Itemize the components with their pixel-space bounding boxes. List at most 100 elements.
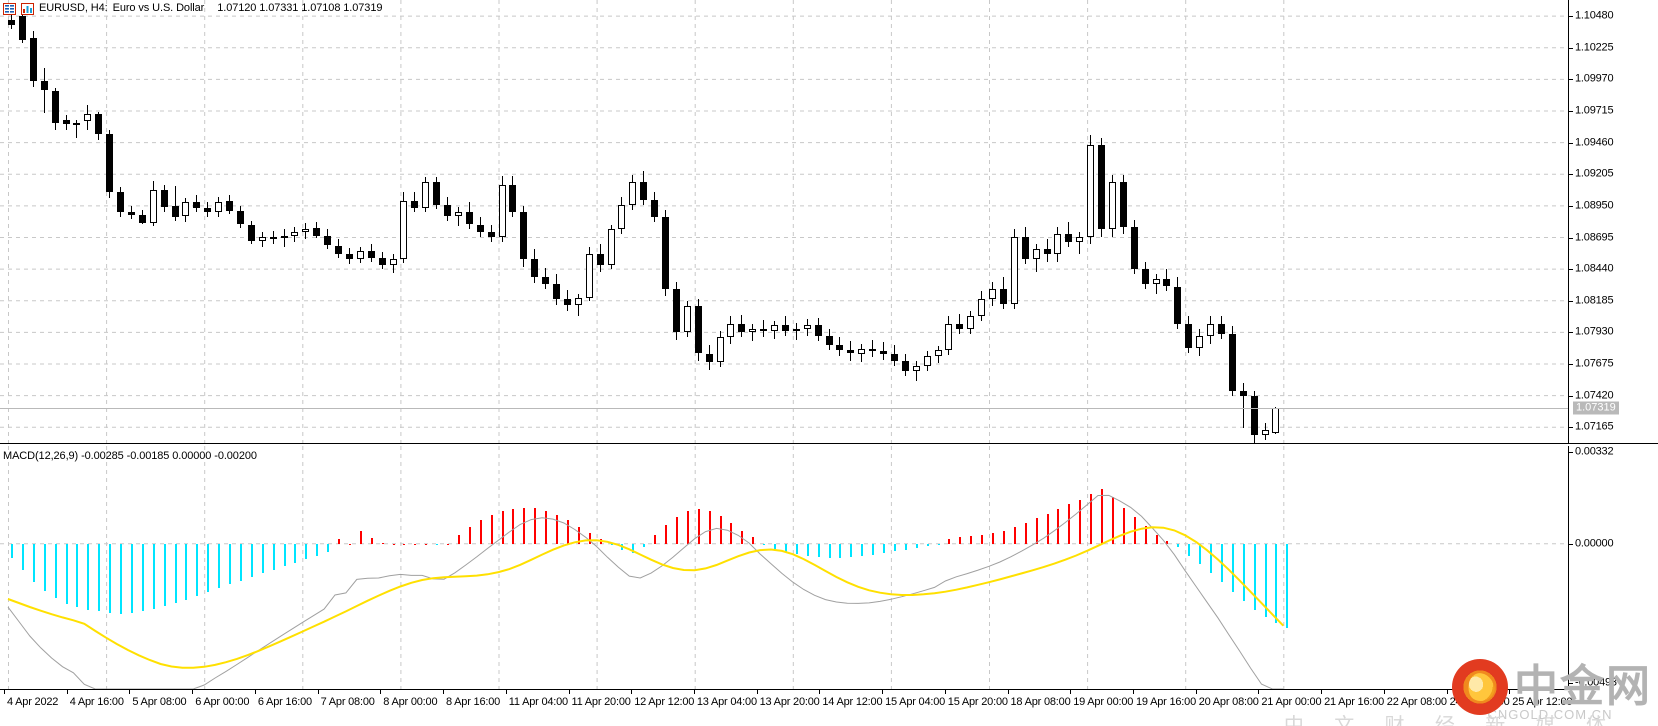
candle-wick [174,186,176,221]
candle-body [705,353,713,363]
price-tick [1568,174,1573,176]
macd-histogram-bar [457,535,460,544]
candle-body [389,259,397,266]
candle-body [117,192,124,212]
macd-histogram-bar [992,533,994,544]
price-tick [1568,427,1573,429]
macd-histogram-bar [872,543,875,555]
macd-histogram-bar [447,543,449,545]
macd-histogram-bar [468,526,471,544]
macd-histogram-bar [174,543,177,603]
macd-plot-area[interactable] [0,446,1568,689]
time-tick-label: 8 Apr 00:00 [383,696,438,708]
candle-wick [872,339,874,358]
macd-histogram-bar [1111,496,1114,544]
price-tick-label: 1.09460 [1575,136,1614,149]
price-tick-label: 1.07420 [1575,389,1614,402]
price-axis[interactable]: 1.10480 1.10225 1.09970 1.09715 1.09460 1.092… [1568,0,1658,443]
time-axis[interactable]: 4 Apr 2022 4 Apr 16:00 5 Apr 08:00 6 Apr 00… [0,689,1658,726]
candle-body [531,259,539,277]
price-tick [1568,395,1573,397]
macd-histogram-bar [152,543,155,609]
macd-histogram-bar [1286,543,1289,628]
macd-histogram-bar [436,543,439,546]
time-tick [317,689,319,694]
price-plot-area[interactable] [0,0,1568,443]
candle-body [127,212,135,215]
candle-body [651,199,659,218]
candle-body [978,298,986,317]
macd-histogram-bar [414,543,417,545]
time-tick-label: 4 Apr 16:00 [69,696,124,708]
candle-body [956,323,964,329]
candle-body [814,324,822,337]
candle-body [683,306,691,333]
time-tick-label: 19 Apr 00:00 [1073,696,1134,708]
macd-histogram-bar [501,511,504,544]
macd-histogram-bar [741,530,744,544]
macd-histogram-bar [250,543,253,577]
time-tick [1258,689,1260,694]
macd-histogram-bar [752,537,755,544]
candle-body [629,182,637,205]
time-tick [254,689,256,694]
macd-histogram-bar [218,543,221,588]
macd-histogram-bar [163,543,166,606]
candle-body [542,276,550,284]
candle-body [465,212,473,225]
macd-histogram-bar [1024,522,1027,544]
macd-lines [7,494,1285,689]
time-tick-label: 21 Apr 00:00 [1261,696,1322,708]
candle-body [509,184,517,213]
macd-histogram-bar [937,543,940,545]
bar-chart-icon[interactable] [21,2,34,15]
candle-body [433,182,441,205]
time-tick-label: 21 Apr 16:00 [1324,696,1385,708]
current-price-line [0,408,1568,410]
macd-histogram-bar [556,514,558,544]
time-tick [1007,689,1009,694]
time-tick-label: 18 Apr 08:00 [1010,696,1071,708]
time-tick-label: 20 Apr 08:00 [1198,696,1259,708]
candle-body [1098,145,1105,230]
time-tick-label: 4 Apr 2022 [7,696,59,708]
candle-body [400,200,408,260]
price-gridlines [0,0,1568,443]
time-tick-label: 24 Apr 20:00 [1449,696,1510,708]
macd-gridlines [0,446,1568,689]
candle-body [1032,249,1040,260]
time-tick [443,689,444,694]
time-tick [693,689,695,694]
candle-body [1239,390,1247,396]
candle-body [781,324,789,332]
data-window-icon[interactable] [3,2,16,15]
time-tick-label: 6 Apr 16:00 [257,696,312,708]
symbol-timeframe-label: EURUSD, H4: [39,2,108,14]
macd-histogram-bar [196,543,199,597]
macd-histogram-bar [708,510,711,544]
time-tick-label: 5 Apr 08:00 [132,696,187,708]
candle-body [182,202,190,216]
candle-body [738,323,746,333]
price-axis-line [1568,0,1569,443]
macd-histogram-bar [239,543,242,581]
candle-body [302,229,310,232]
candle-wick [1242,383,1244,428]
candle-body [444,204,451,216]
macd-tick [1568,452,1573,453]
candle-body [607,229,615,266]
candle-body [106,133,114,193]
price-tick [1568,205,1573,207]
candle-body [356,250,364,260]
macd-histogram-bar [795,543,798,555]
candle-body [29,38,37,81]
chart-header: EURUSD, H4: Euro vs U.S. Dollar 1.07120 … [0,0,382,16]
candle-body [378,258,386,266]
macd-axis[interactable]: 0.00332 0.00000 -0.00493 [1568,446,1658,689]
time-tick [1195,689,1197,694]
candle-body [520,212,528,260]
price-tick [1568,142,1573,144]
candle-body [367,250,375,258]
macd-histogram-bar [719,515,722,544]
candle-body [476,224,484,232]
